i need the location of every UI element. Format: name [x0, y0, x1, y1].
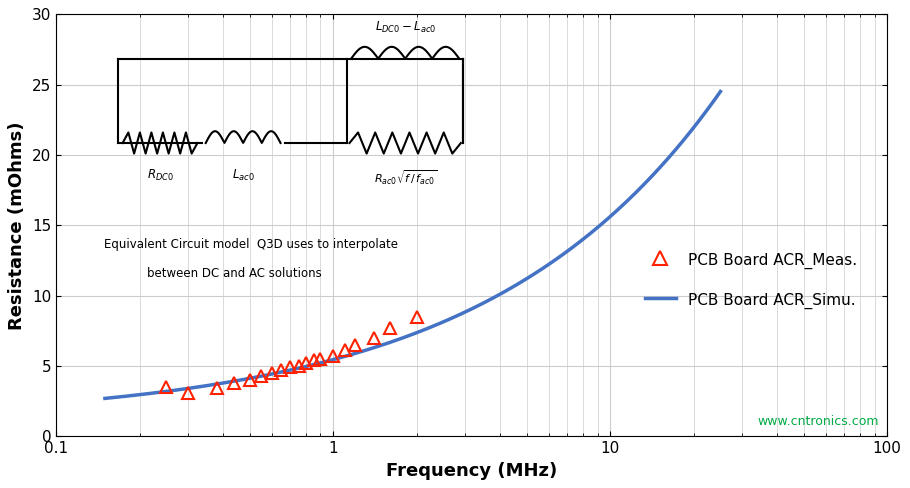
- Text: $R_{ac0}\sqrt{f\,/\,f_{ac0}}$: $R_{ac0}\sqrt{f\,/\,f_{ac0}}$: [373, 168, 437, 187]
- Text: www.cntronics.com: www.cntronics.com: [757, 415, 879, 428]
- X-axis label: Frequency (MHz): Frequency (MHz): [386, 462, 557, 480]
- Text: $R_{DC0}$: $R_{DC0}$: [147, 168, 174, 183]
- Text: Equivalent Circuit model  Q3D uses to interpolate: Equivalent Circuit model Q3D uses to int…: [105, 238, 399, 251]
- Text: $L_{ac0}$: $L_{ac0}$: [232, 168, 255, 183]
- Text: between DC and AC solutions: between DC and AC solutions: [147, 267, 322, 281]
- Text: $L_{DC0} - L_{ac0}$: $L_{DC0} - L_{ac0}$: [375, 20, 436, 36]
- Y-axis label: Resistance (mOhms): Resistance (mOhms): [8, 121, 26, 329]
- Legend: PCB Board ACR_Meas., PCB Board ACR_Simu.: PCB Board ACR_Meas., PCB Board ACR_Simu.: [639, 244, 863, 316]
